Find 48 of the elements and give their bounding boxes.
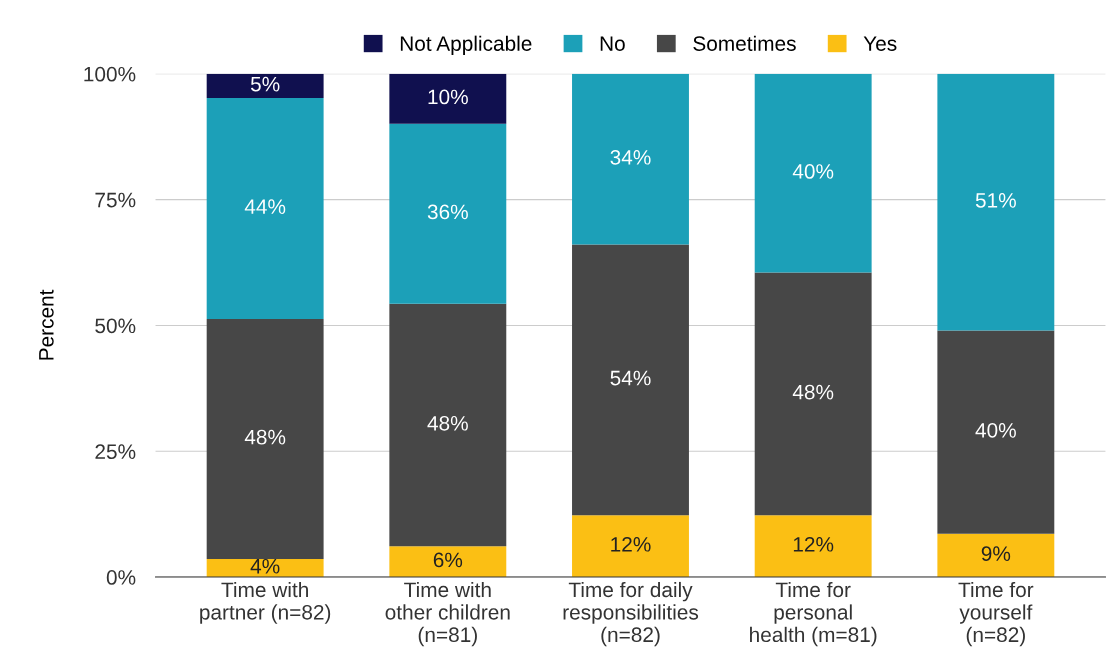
data-label: 10% <box>428 89 468 105</box>
data-label: 5% <box>250 76 280 92</box>
bar <box>389 303 507 547</box>
data-label: 48% <box>792 384 834 400</box>
bar <box>754 73 872 273</box>
data-label: 34% <box>610 149 651 165</box>
x-tick-label: Time for yourself (n=82) <box>958 581 1034 647</box>
data-label: 54% <box>610 370 651 386</box>
data-label: 36% <box>427 204 468 220</box>
bar <box>389 73 507 124</box>
y-tick-label: 100% <box>84 66 136 82</box>
bar <box>206 97 324 319</box>
data-label: 40% <box>975 422 1016 438</box>
data-label: 12% <box>793 536 834 552</box>
data-label: 4% <box>250 558 280 574</box>
bar <box>754 272 872 516</box>
data-label: 6% <box>433 552 463 568</box>
y-tick-label: 25% <box>95 444 136 459</box>
bar <box>206 318 324 559</box>
data-label: 48% <box>244 429 286 445</box>
legend-label: No <box>600 36 625 51</box>
legend-label: Yes <box>863 36 897 51</box>
x-tick-label: Time with other children (n=81) <box>385 581 510 647</box>
bar <box>754 515 872 578</box>
bar <box>389 123 507 304</box>
y-tick-label: 75% <box>95 192 136 208</box>
bar <box>572 515 689 578</box>
y-tick-label: 0% <box>106 570 136 585</box>
x-tick-label: Time for daily responsibilities (n=82) <box>563 581 699 647</box>
y-tick-label: 50% <box>95 318 136 334</box>
bar <box>937 533 1055 578</box>
legend-label: Not Applicable <box>400 35 532 56</box>
bar <box>937 330 1055 534</box>
bar <box>572 244 689 516</box>
data-label: 51% <box>975 193 1016 208</box>
x-tick-label: Time for personal health (m=81) <box>750 581 877 647</box>
bar <box>389 546 507 578</box>
data-label: 12% <box>611 536 651 552</box>
x-tick-label: Time with partner (n=82) <box>200 581 331 624</box>
bar <box>572 73 689 245</box>
data-label: 44% <box>244 199 286 214</box>
data-label: 40% <box>792 164 834 179</box>
y-axis-title: Percent <box>39 289 54 360</box>
data-label: 48% <box>427 415 468 431</box>
data-label: 9% <box>981 546 1011 562</box>
bar <box>206 73 324 98</box>
legend-label: Sometimes <box>693 35 796 51</box>
bar <box>937 73 1055 331</box>
